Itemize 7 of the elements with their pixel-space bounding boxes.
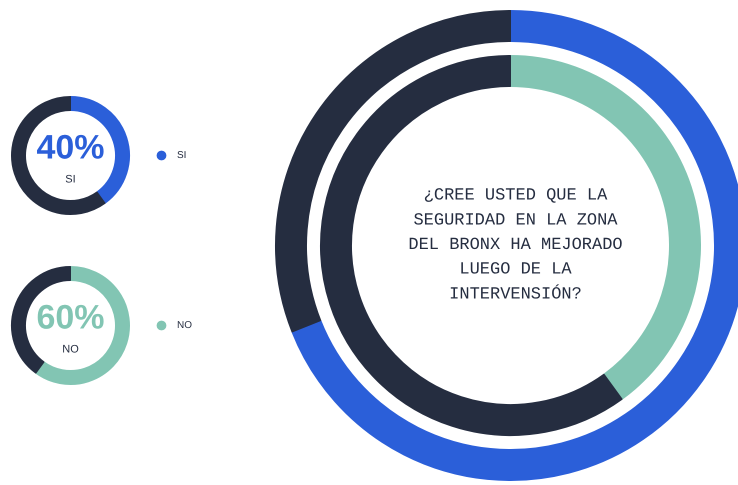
slice-label: SI: [65, 174, 76, 186]
text: ¿CREE USTED QUE LA SEGURIDAD EN LA ZONA DEL BRONX HA MEJORADO LUEGO DE LA INTERVENSIÓN?: [408, 186, 623, 304]
legend-label: NO: [177, 320, 193, 330]
data-label: 40%: [36, 128, 105, 166]
legend-label: SI: [177, 150, 188, 160]
data-label: 60%: [36, 298, 105, 336]
slice-label: NO: [62, 344, 80, 356]
